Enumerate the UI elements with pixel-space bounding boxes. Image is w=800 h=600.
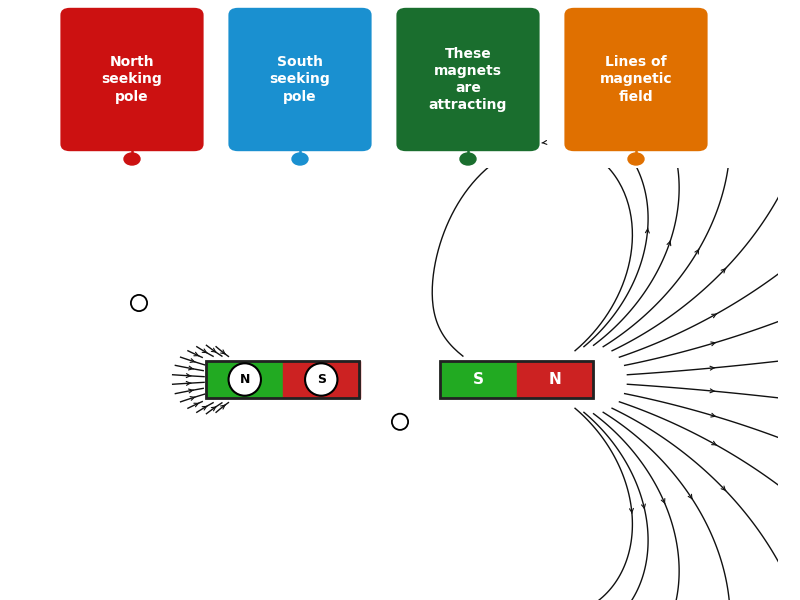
Bar: [206, 361, 359, 398]
Text: N: N: [549, 372, 562, 387]
Text: North
seeking
pole: North seeking pole: [102, 55, 162, 104]
Bar: [441, 361, 517, 398]
Text: Lines of
magnetic
field: Lines of magnetic field: [600, 55, 672, 104]
Text: South
seeking
pole: South seeking pole: [270, 55, 330, 104]
Bar: [206, 361, 283, 398]
Text: These
magnets
are
attracting: These magnets are attracting: [429, 47, 507, 112]
Circle shape: [229, 364, 261, 396]
Text: N: N: [239, 373, 250, 386]
Text: S: S: [474, 372, 484, 387]
Bar: [441, 361, 594, 398]
Bar: [283, 361, 359, 398]
Text: S: S: [317, 373, 326, 386]
Bar: [517, 361, 594, 398]
Circle shape: [305, 364, 338, 396]
